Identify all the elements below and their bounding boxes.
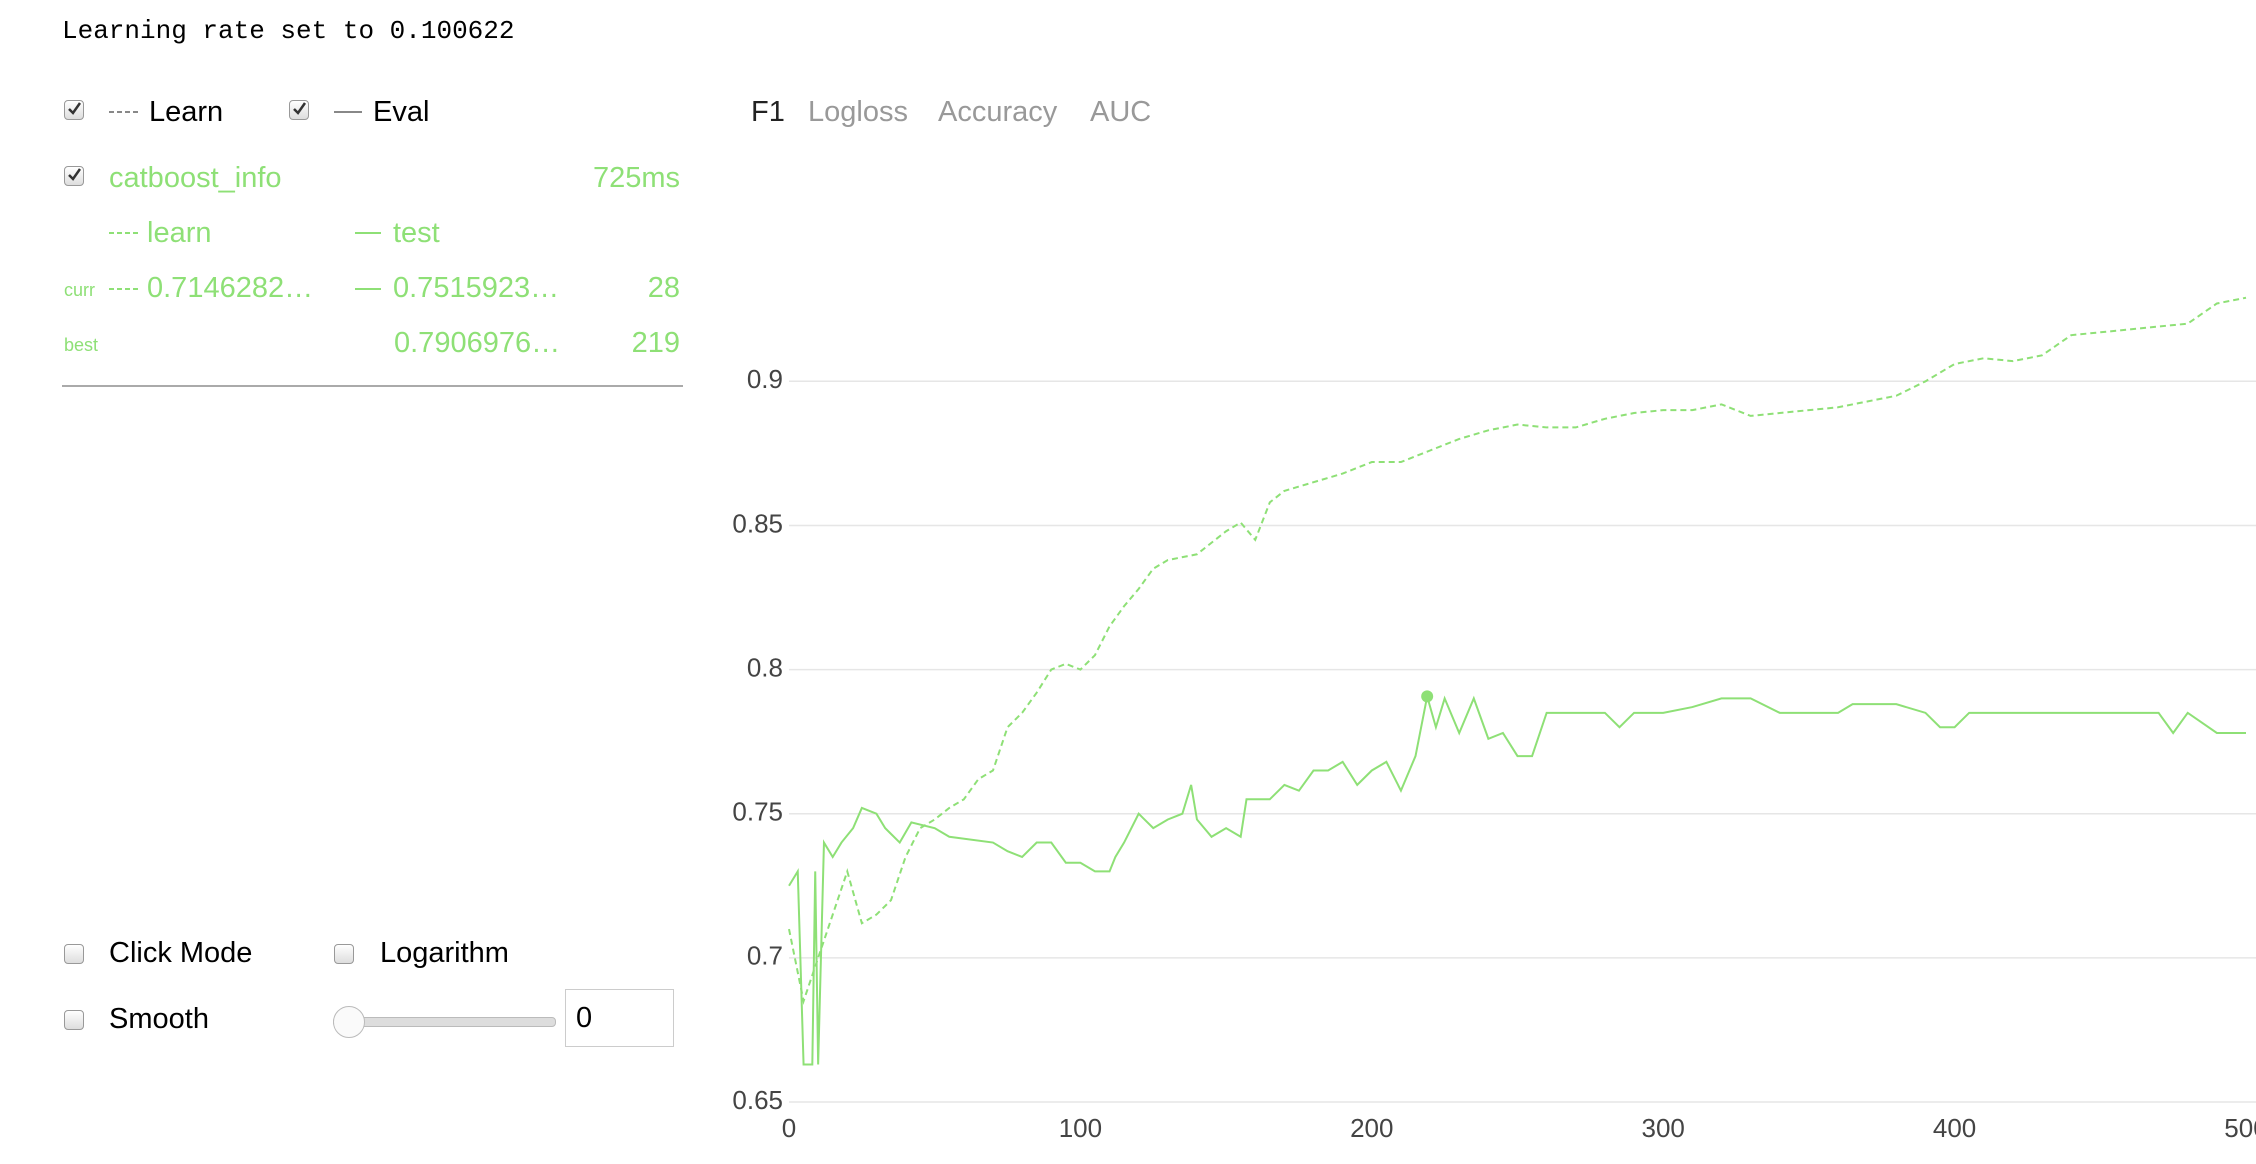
curr-learn: 0.7146282… bbox=[147, 272, 314, 304]
x-tick-label: 400 bbox=[1933, 1113, 1976, 1143]
best-test: 0.7906976… bbox=[394, 327, 561, 359]
x-tick-label: 300 bbox=[1642, 1113, 1685, 1143]
best-iter: 219 bbox=[631, 327, 680, 359]
curr-iter: 28 bbox=[647, 272, 680, 304]
smooth-checkbox[interactable] bbox=[64, 1010, 84, 1030]
y-tick-label: 0.7 bbox=[747, 941, 783, 971]
logarithm-checkbox[interactable] bbox=[334, 944, 354, 964]
run-name[interactable]: catboost_info bbox=[109, 162, 282, 194]
learn-header: learn bbox=[147, 217, 212, 249]
dash-icon bbox=[109, 232, 139, 234]
series-line bbox=[788, 296, 2247, 1005]
best-point bbox=[1421, 690, 1434, 703]
eval-filter-label: Eval bbox=[373, 96, 430, 128]
curr-label: curr bbox=[64, 280, 95, 300]
best-label: best bbox=[64, 335, 99, 355]
x-tick-label: 100 bbox=[1059, 1113, 1102, 1143]
solid-icon bbox=[355, 288, 381, 290]
metric-tab[interactable]: Logloss bbox=[808, 96, 908, 128]
x-tick-label: 0 bbox=[782, 1113, 796, 1143]
eval-checkbox[interactable] bbox=[289, 100, 309, 120]
slider-handle[interactable] bbox=[333, 1006, 365, 1038]
run-time: 725ms bbox=[592, 162, 680, 194]
curr-test: 0.7515923… bbox=[393, 272, 560, 304]
solid-icon bbox=[334, 111, 362, 113]
run-checkbox[interactable] bbox=[64, 166, 84, 186]
divider bbox=[62, 385, 683, 387]
dash-icon bbox=[109, 288, 139, 290]
test-header: test bbox=[393, 217, 440, 249]
x-tick-label: 200 bbox=[1350, 1113, 1393, 1143]
metric-tab[interactable]: AUC bbox=[1090, 96, 1152, 128]
y-tick-label: 0.85 bbox=[732, 508, 783, 538]
y-tick-label: 0.8 bbox=[747, 652, 783, 682]
smooth-input[interactable]: 0 bbox=[565, 989, 674, 1047]
smooth-label: Smooth bbox=[109, 1003, 209, 1035]
y-tick-label: 0.9 bbox=[747, 364, 783, 394]
y-tick-label: 0.65 bbox=[732, 1085, 783, 1115]
logarithm-label: Logarithm bbox=[380, 937, 509, 969]
click-mode-checkbox[interactable] bbox=[64, 944, 84, 964]
learn-filter-label: Learn bbox=[149, 96, 224, 128]
click-mode-label: Click Mode bbox=[109, 937, 253, 969]
y-tick-label: 0.75 bbox=[732, 797, 783, 827]
metric-tab[interactable]: F1 bbox=[751, 96, 785, 128]
x-tick-label: 500 bbox=[2224, 1113, 2256, 1143]
learn-checkbox[interactable] bbox=[64, 100, 84, 120]
series-line bbox=[788, 695, 2246, 1066]
dash-icon bbox=[109, 111, 141, 113]
metric-tab[interactable]: Accuracy bbox=[938, 96, 1058, 128]
log-line: Learning rate set to 0.100622 bbox=[62, 16, 515, 46]
solid-icon bbox=[355, 232, 381, 234]
